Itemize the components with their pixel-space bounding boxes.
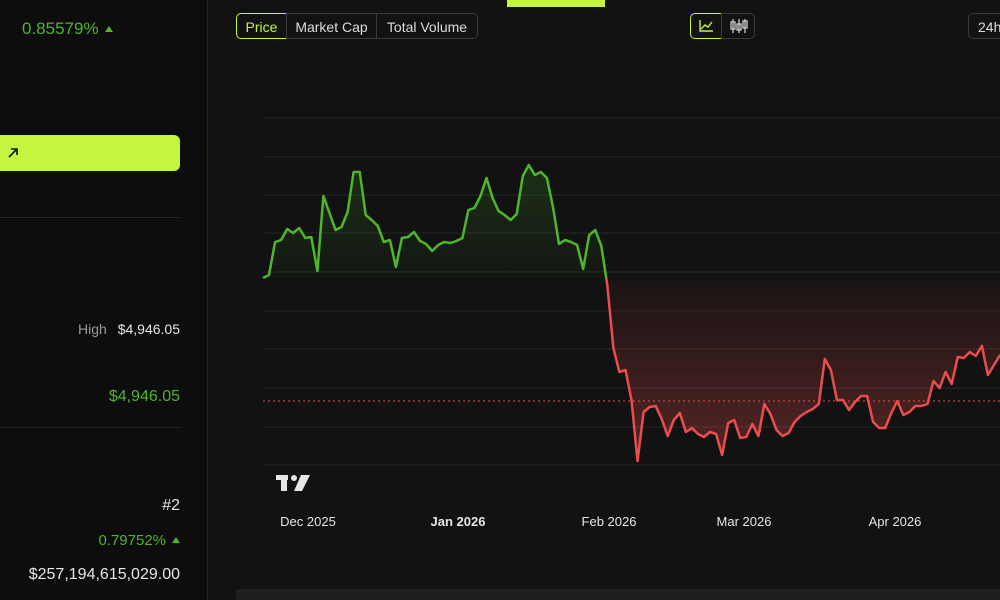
change-text: 0.85579% bbox=[22, 19, 99, 38]
separator bbox=[0, 217, 180, 218]
scrollbar[interactable] bbox=[236, 589, 1000, 600]
up-icon bbox=[104, 26, 113, 32]
candle-icon bbox=[730, 19, 748, 33]
tv-logo bbox=[276, 475, 310, 491]
x-tick-label: Apr 2026 bbox=[869, 514, 922, 529]
change-text: 0.79752% bbox=[98, 532, 166, 549]
candle-view-button[interactable] bbox=[721, 13, 755, 39]
change-bottom: 0.79752% bbox=[98, 532, 180, 549]
line-icon bbox=[699, 20, 713, 32]
ath-value: $4,946.05 bbox=[108, 388, 180, 405]
price-line bbox=[262, 163, 1000, 463]
up-icon bbox=[172, 537, 180, 543]
price-change: 0.85579% bbox=[22, 19, 113, 39]
arrow-icon bbox=[8, 148, 18, 158]
action-button[interactable] bbox=[0, 135, 180, 171]
tab-market-cap[interactable]: Market Cap bbox=[286, 13, 377, 39]
line-view-button[interactable] bbox=[690, 13, 722, 39]
high-label: High bbox=[78, 321, 107, 337]
range-button[interactable]: 24h bbox=[968, 13, 1000, 39]
separator bbox=[0, 427, 180, 428]
rank: #2 bbox=[162, 497, 180, 514]
area bbox=[263, 165, 1000, 461]
high-value: $4,946.05 bbox=[117, 321, 180, 337]
active-indicator bbox=[507, 0, 605, 7]
x-tick-label: Dec 2025 bbox=[280, 514, 336, 529]
tab-volume[interactable]: Total Volume bbox=[376, 13, 478, 39]
x-tick-label: Mar 2026 bbox=[717, 514, 772, 529]
market-cap: $257,194,615,029.00 bbox=[28, 566, 180, 583]
x-tick-label: Feb 2026 bbox=[582, 514, 637, 529]
x-tick-label: Jan 2026 bbox=[431, 514, 486, 529]
tab-price[interactable]: Price bbox=[236, 13, 287, 39]
